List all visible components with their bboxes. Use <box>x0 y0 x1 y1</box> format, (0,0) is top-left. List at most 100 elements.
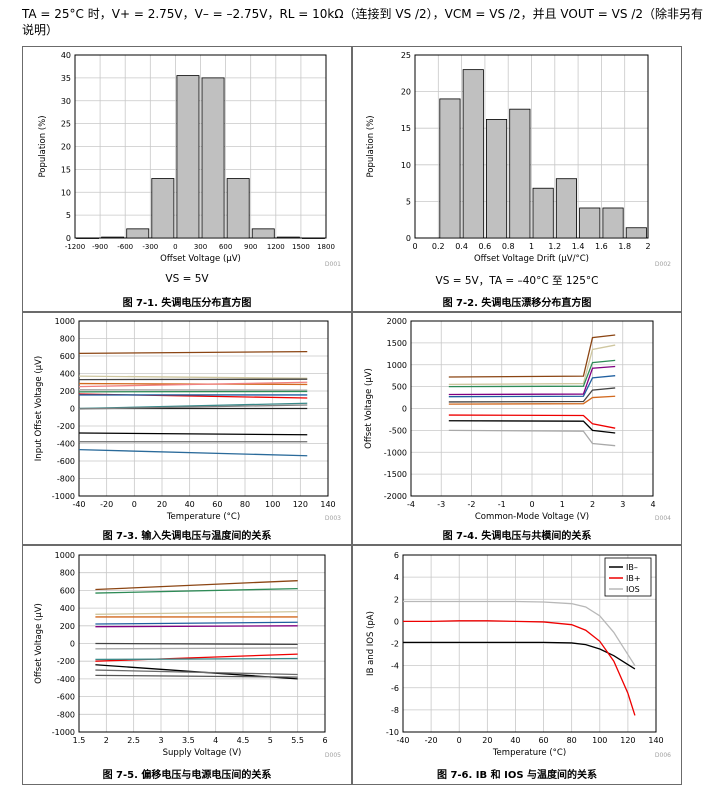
x-tick-label: 0 <box>173 243 177 251</box>
series-line <box>448 420 616 434</box>
x-tick-label: 2.5 <box>127 736 140 745</box>
x-tick-label: 1500 <box>292 243 310 251</box>
series-line <box>95 669 298 676</box>
series-line <box>95 625 298 628</box>
y-tick-label: 0 <box>406 234 411 243</box>
y-tick-label: 0 <box>70 405 75 414</box>
x-tick-label: 2 <box>645 242 650 251</box>
series-line <box>95 580 298 591</box>
figure-panel-4: -2000 -1500 -1000 -500 0 500 1000 1500 2000 -4 -3 -… <box>352 312 682 545</box>
y-tick-label: 1000 <box>387 361 407 370</box>
series-line <box>448 429 616 447</box>
y-tick-label: 1000 <box>55 551 75 560</box>
x-tick-label: -600 <box>117 243 133 251</box>
y-tick-label: 800 <box>60 335 75 344</box>
y-tick-label: 400 <box>60 370 75 379</box>
histogram-bar <box>485 119 508 239</box>
x-tick-label: 100 <box>265 500 280 509</box>
x-tick-label: 4.5 <box>237 736 250 745</box>
y-tick-label: -600 <box>57 693 75 702</box>
x-tick-label: 40 <box>185 500 195 509</box>
x-tick-label: -2 <box>468 500 476 509</box>
x-tick-label: 140 <box>648 736 663 745</box>
y-tick-label: 4 <box>394 573 399 582</box>
legend-label: IB+ <box>626 574 641 583</box>
plot-frame <box>410 320 654 497</box>
series-line <box>78 350 308 355</box>
x-tick-label: 600 <box>219 243 232 251</box>
series-line <box>448 375 616 398</box>
y-tick-label: -6 <box>391 684 399 693</box>
y-tick-label: 25 <box>61 120 71 129</box>
x-tick-label: 120 <box>293 500 308 509</box>
y-tick-label: -200 <box>57 657 75 666</box>
x-axis-label: Supply Voltage (V) <box>163 748 242 758</box>
y-tick-label: 35 <box>61 74 71 83</box>
y-tick-label: 600 <box>60 352 75 361</box>
x-tick-label: -300 <box>142 243 158 251</box>
conditions-header: TA = 25°C 时，V+ = 2.75V，V– = –2.75V，RL = … <box>22 7 703 37</box>
y-tick-label: 15 <box>401 124 411 133</box>
y-axis-label: Population (%) <box>366 115 376 177</box>
figure-panel-6: -10 -8 -6 -4 -2 0 2 4 6 -40 -20 0 20 40 60 80 100 120 140 T… <box>352 545 682 785</box>
x-tick-label: 0.4 <box>455 242 468 251</box>
y-tick-label: 25 <box>401 51 411 60</box>
figure-caption: 图 7-3. 输入失调电压与温度间的关系 <box>102 531 272 542</box>
y-tick-label: 600 <box>60 586 75 595</box>
y-axis-label: IB and IOS (pA) <box>366 611 376 676</box>
x-tick-label: 80 <box>240 500 250 509</box>
histogram-offset-voltage: 0 5 10 15 20 25 30 35 40 -1200 -900 -600 -300 0 300 600… <box>38 51 335 264</box>
x-tick-label: 0 <box>457 736 462 745</box>
x-tick-label: 5.5 <box>291 736 304 745</box>
y-tick-label: -2 <box>391 640 399 649</box>
series-line <box>448 414 616 429</box>
x-tick-label: 1200 <box>267 243 285 251</box>
x-tick-label: 0 <box>529 500 534 509</box>
x-axis-label: Temperature (°C) <box>166 512 240 522</box>
series-line <box>448 344 616 386</box>
x-tick-label: -1200 <box>65 243 85 251</box>
series-line <box>95 657 298 661</box>
series-line <box>78 432 308 436</box>
x-tick-label: -4 <box>407 500 415 509</box>
series-line <box>95 610 298 615</box>
y-axis-label: Population (%) <box>38 115 48 177</box>
series-line <box>448 334 616 378</box>
x-tick-label: 120 <box>620 736 635 745</box>
y-tick-label: 400 <box>60 604 75 613</box>
y-tick-label: 800 <box>60 569 75 578</box>
y-tick-label: -1500 <box>384 470 407 479</box>
figure-panel-2: 0 5 10 15 20 25 0 0.2 0.4 0.6 0.8 1 1.2 1.4 1.6 1.8 2 Off… <box>352 46 682 312</box>
figure-panel-5: -1000 -800 -600 -400 -200 0 200 400 600 800 1000 1.… <box>22 545 352 785</box>
series-line <box>78 404 308 410</box>
series-line <box>448 387 616 403</box>
x-tick-label: 2 <box>590 500 595 509</box>
series-line <box>403 641 636 670</box>
y-axis-label: Input Offset Voltage (µV) <box>34 356 44 461</box>
series-line <box>95 642 298 646</box>
x-tick-label: 60 <box>212 500 222 509</box>
x-tick-label: 20 <box>157 500 167 509</box>
x-axis-label: Temperature (°C) <box>492 748 566 758</box>
plot-frame <box>402 554 657 733</box>
x-tick-label: 1.6 <box>595 242 608 251</box>
histogram-bar <box>625 227 647 239</box>
y-tick-label: -500 <box>389 426 407 435</box>
y-tick-label: 10 <box>401 161 411 170</box>
x-tick-label: -20 <box>425 736 438 745</box>
legend-box <box>604 557 652 597</box>
y-tick-label: 0 <box>394 617 399 626</box>
x-tick-label: 0.8 <box>502 242 515 251</box>
figure-code: D001 <box>324 261 341 268</box>
x-tick-label: 3.5 <box>182 736 195 745</box>
histogram-bar <box>151 178 175 239</box>
x-tick-label: -3 <box>437 500 445 509</box>
histogram-bar <box>226 178 250 239</box>
line-chart-offset-vs-temperature: -1000-800-600-400-20002004006008001000-4… <box>34 317 336 522</box>
series-line <box>78 381 308 388</box>
line-chart-offset-vs-common-mode: -2000 -1500 -1000 -500 0 500 1000 1500 2000 -4 -3 -… <box>364 317 656 522</box>
y-tick-label: -1000 <box>52 492 75 501</box>
line-chart-offset-vs-supply: -1000 -800 -600 -400 -200 0 200 400 600 800 1000 1.… <box>34 551 328 758</box>
y-tick-label: 200 <box>60 622 75 631</box>
